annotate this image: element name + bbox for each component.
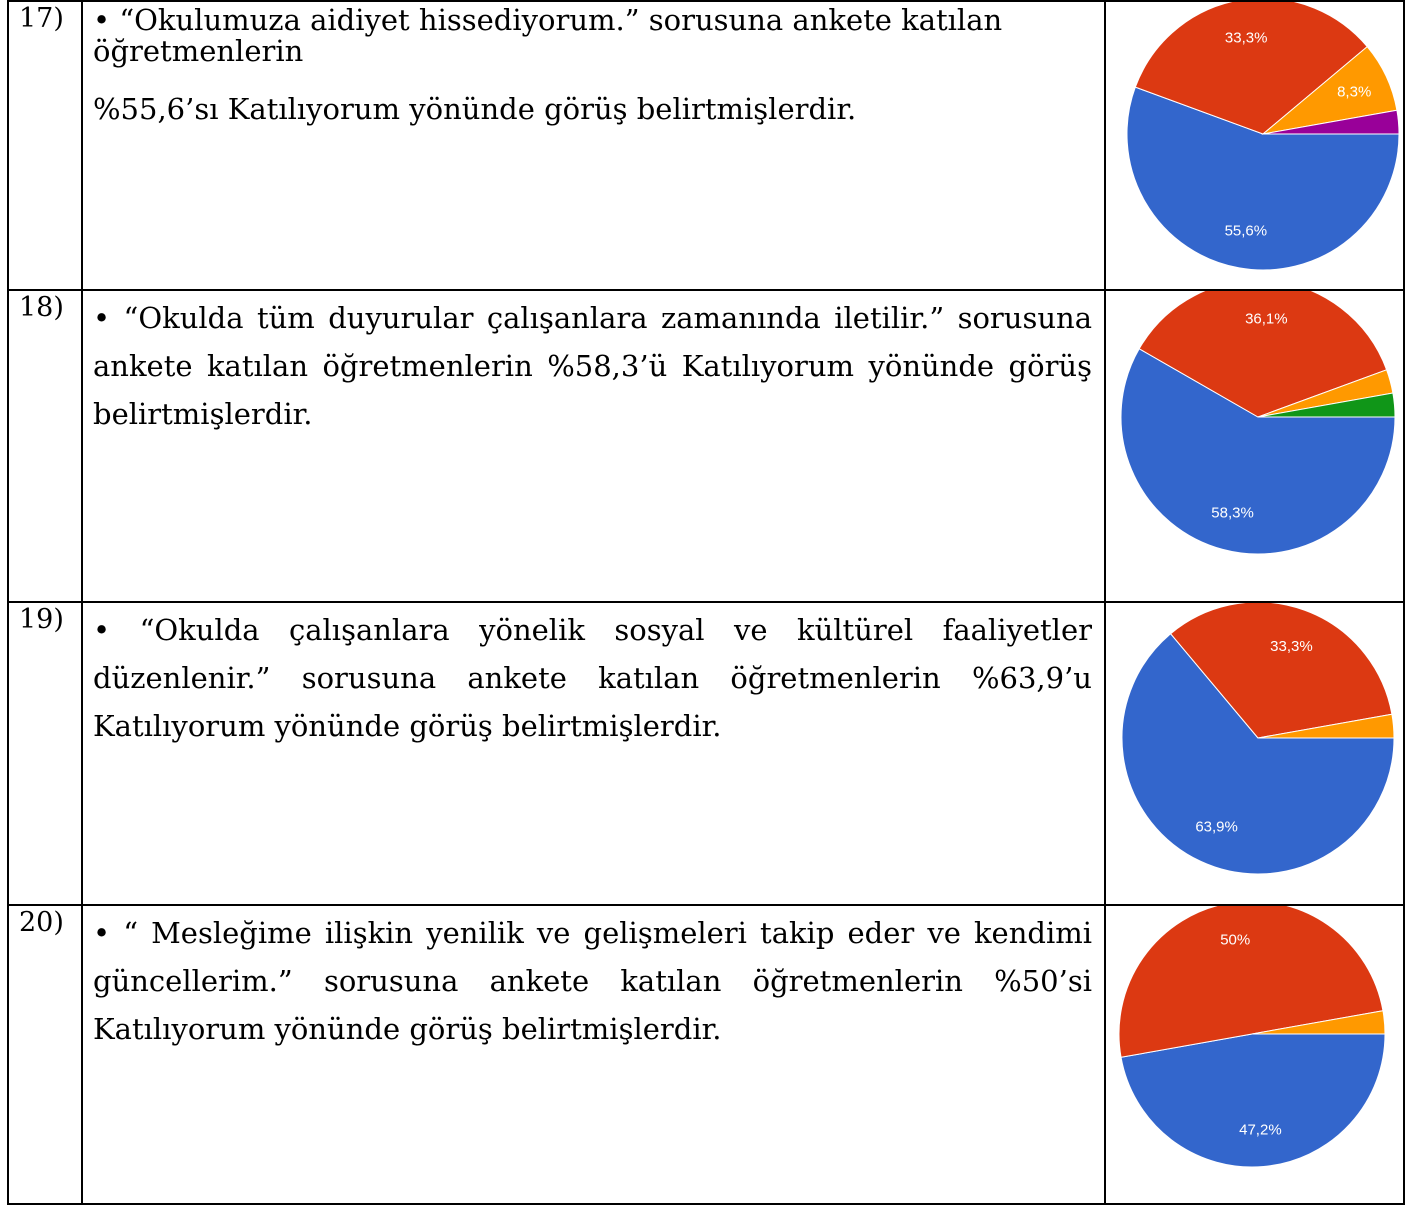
pie-slice — [1138, 291, 1388, 418]
question-text: • “Okulda çalışanlara yönelik sosyal ve … — [93, 613, 1092, 743]
pie-slice — [1126, 86, 1400, 271]
item-text-cell: • “ Mesleğime ilişkin yenilik ve gelişme… — [81, 904, 1106, 1205]
item-number: 18) — [7, 289, 83, 603]
pie-slice-label: 50% — [1220, 932, 1250, 949]
pie-slice — [1169, 603, 1393, 739]
pie-slice-label: 63,9% — [1195, 819, 1238, 836]
pie-slice — [1257, 713, 1395, 739]
pie-slice — [1251, 1010, 1386, 1035]
pie-slice — [1118, 906, 1384, 1058]
pie-slice-label: 33,3% — [1270, 638, 1313, 655]
pie-chart-cell: 47,2% 50% — [1104, 904, 1405, 1205]
question-text: • “Okulda tüm duyurular çalışanlara zama… — [93, 301, 1092, 431]
question-text: • “Okulumuza aidiyet hissediyorum.” soru… — [93, 3, 1003, 68]
table-row: 19) • “Okulda çalışanlara yönelik sosyal… — [7, 601, 1405, 906]
pie-chart: 63,9% 33,3% — [1121, 603, 1395, 875]
table-row: 20) • “ Mesleğime ilişkin yenilik ve gel… — [7, 904, 1405, 1205]
pie-slice-label: 47,2% — [1239, 1121, 1282, 1138]
pie-chart-cell: 58,3% 36,1% — [1104, 289, 1405, 603]
pie-slice — [1257, 392, 1396, 418]
table-row: 18) • “Okulda tüm duyurular çalışanlara … — [7, 289, 1405, 603]
pie-chart-cell: 55,6% 33,3% 8,3% — [1104, 0, 1405, 291]
item-text-cell: • “Okulda çalışanlara yönelik sosyal ve … — [81, 601, 1106, 906]
pie-slice — [1120, 1033, 1386, 1168]
pie-slice-label: 58,3% — [1211, 504, 1254, 521]
item-number: 17) — [7, 0, 83, 291]
table-row: 17) • “Okulumuza aidiyet hissediyorum.” … — [7, 0, 1405, 291]
item-text-cell: • “Okulumuza aidiyet hissediyorum.” soru… — [81, 0, 1106, 291]
item-number: 19) — [7, 601, 83, 906]
pie-slice — [1120, 348, 1396, 555]
item-text-cell: • “Okulda tüm duyurular çalışanlara zama… — [81, 289, 1106, 603]
pie-chart: 55,6% 33,3% 8,3% — [1126, 2, 1400, 271]
pie-slice — [1121, 633, 1395, 875]
pie-slice-label: 8,3% — [1337, 83, 1371, 100]
pie-slice — [1262, 109, 1400, 135]
survey-results-table: 17) • “Okulumuza aidiyet hissediyorum.” … — [7, 0, 1405, 1205]
pie-slice-label: 36,1% — [1245, 311, 1288, 328]
pie-chart-cell: 63,9% 33,3% — [1104, 601, 1405, 906]
item-number: 20) — [7, 904, 83, 1205]
pie-chart: 47,2% 50% — [1118, 906, 1386, 1168]
question-text: • “ Mesleğime ilişkin yenilik ve gelişme… — [93, 916, 1092, 1046]
pie-chart: 58,3% 36,1% — [1120, 291, 1396, 555]
pie-slice-label: 55,6% — [1225, 222, 1268, 239]
result-text: %55,6’sı Katılıyorum yönünde görüş belir… — [93, 92, 857, 126]
pie-slice — [1134, 2, 1368, 135]
pie-slice-label: 33,3% — [1225, 30, 1268, 47]
